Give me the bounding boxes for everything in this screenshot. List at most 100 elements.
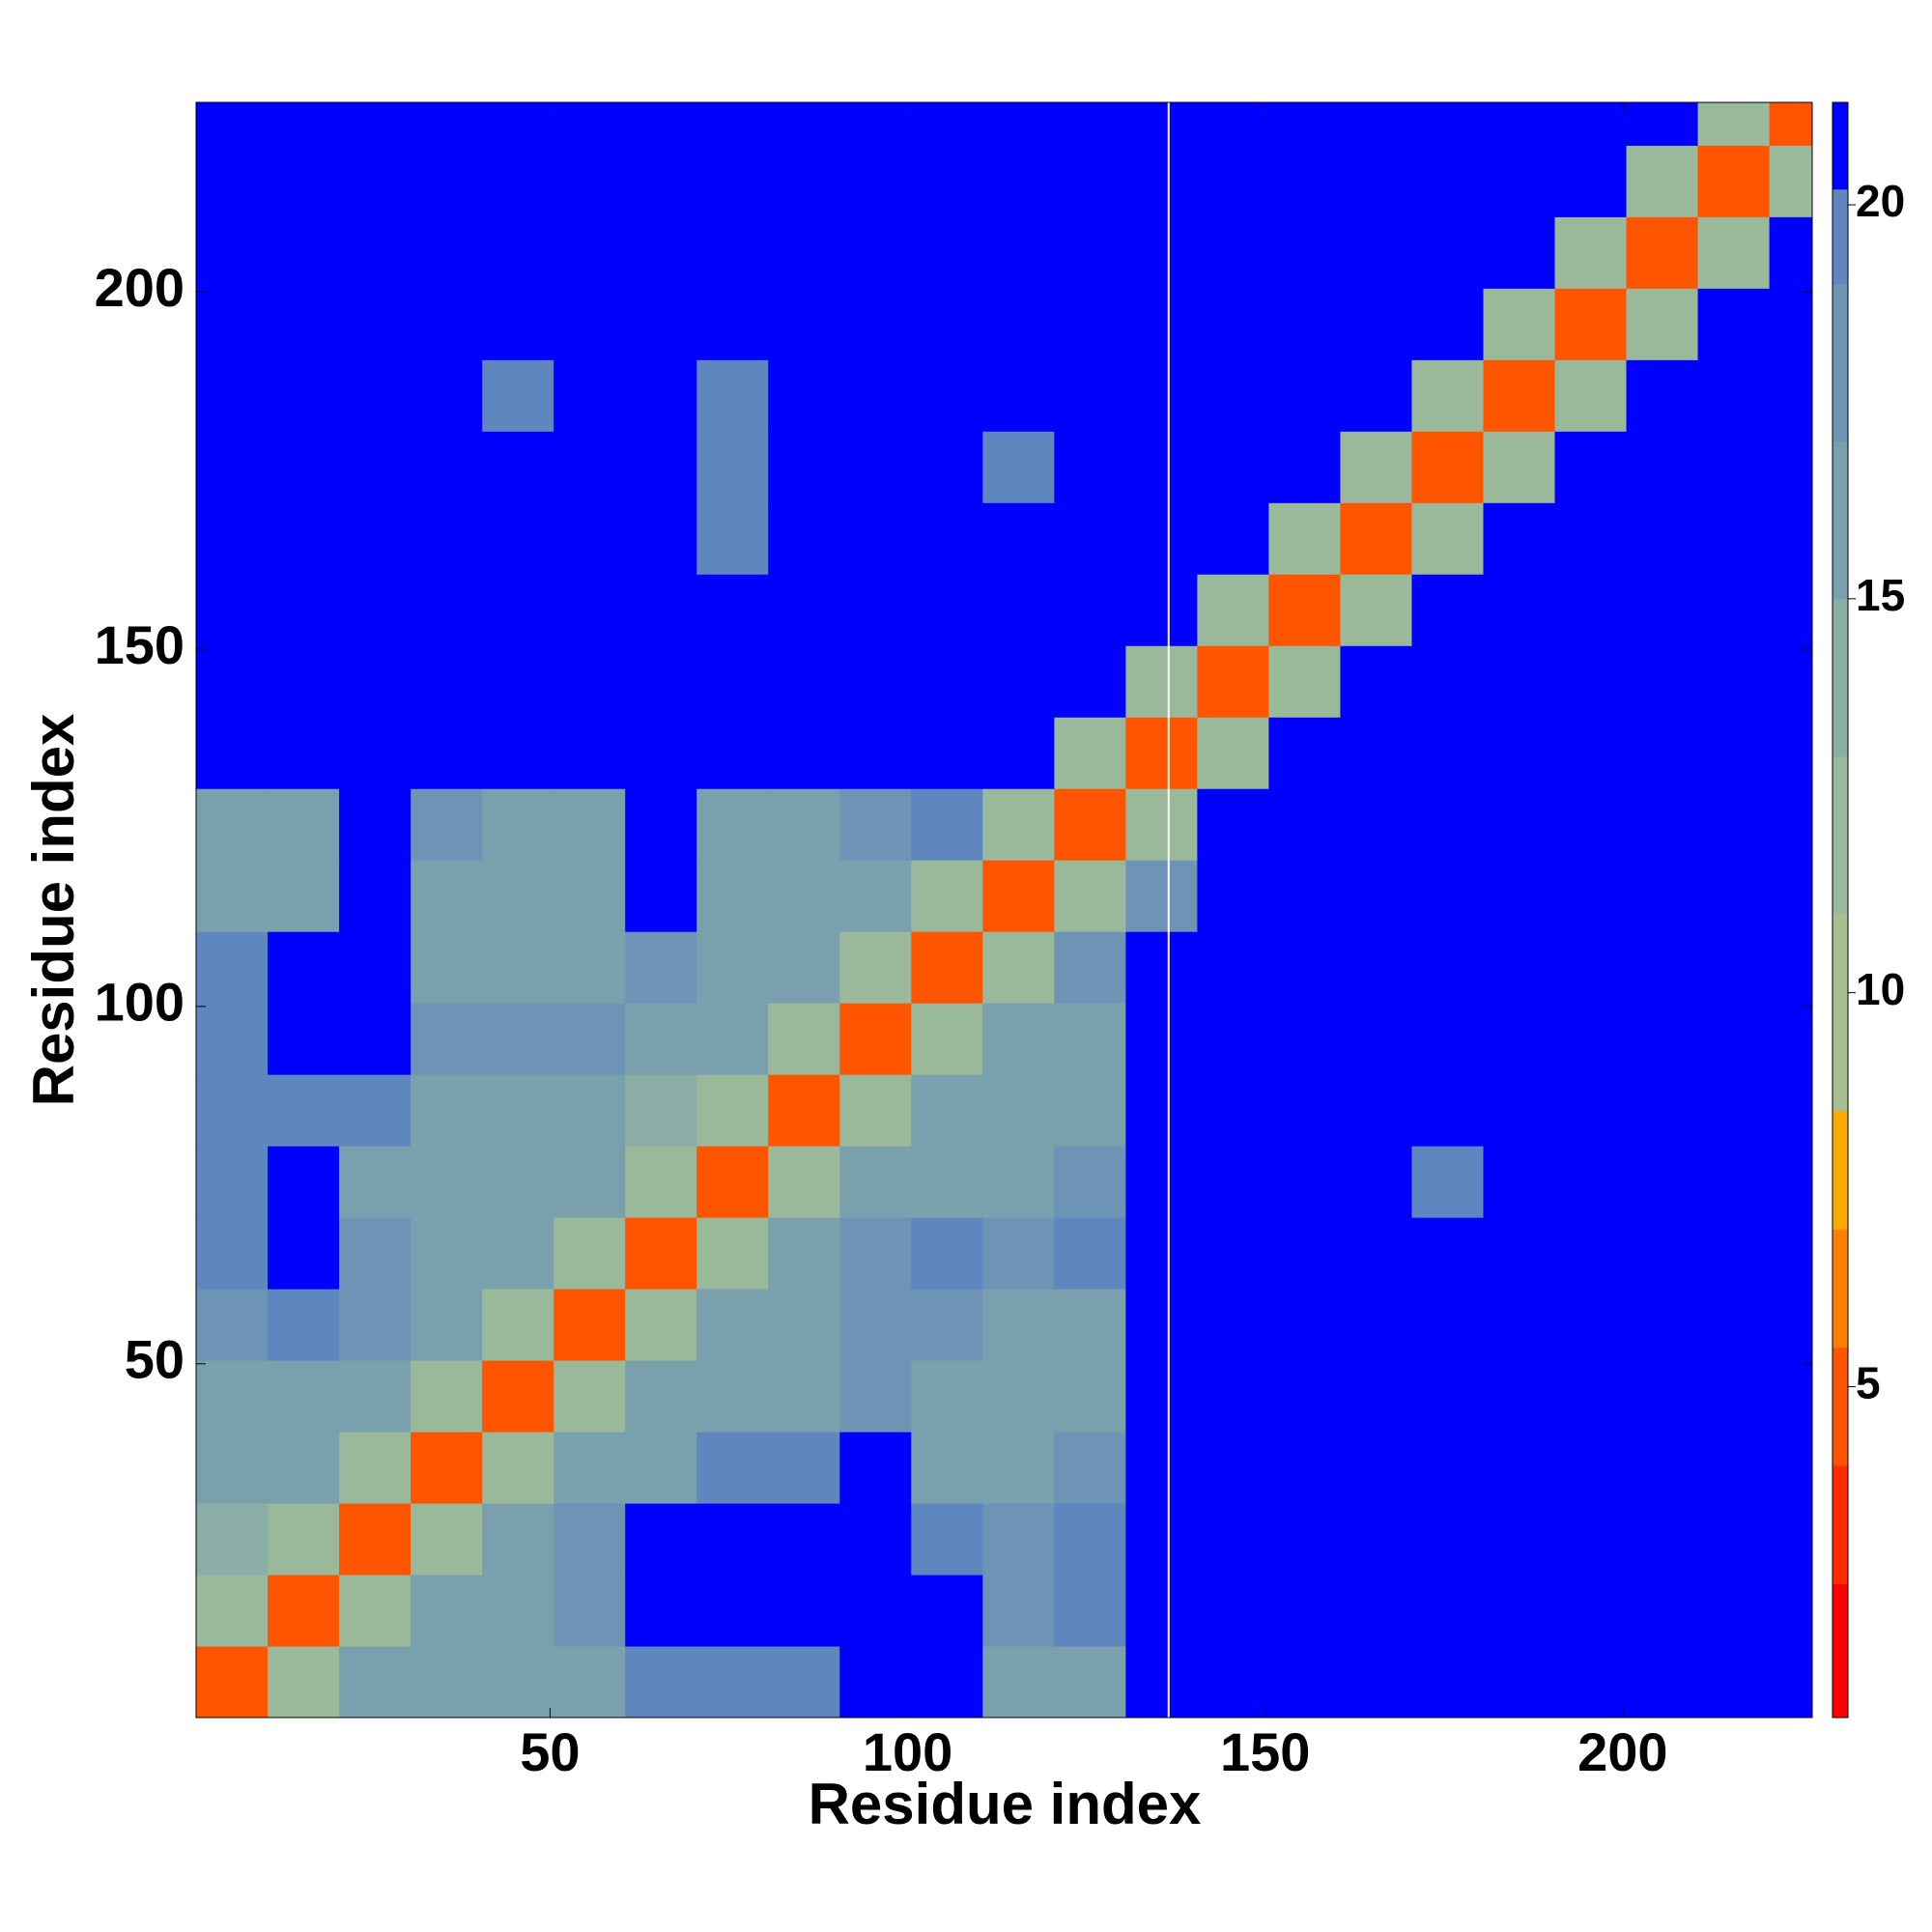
heat-cell: [482, 1646, 554, 1719]
heat-cell: [1554, 1217, 1628, 1290]
heat-cell: [1626, 102, 1699, 146]
heat-cell: [411, 502, 483, 575]
heat-cell: [1483, 288, 1556, 360]
heat-cell: [982, 1432, 1055, 1504]
heat-cell: [982, 1146, 1055, 1218]
heat-cell: [1626, 1289, 1699, 1361]
heat-cell: [1626, 645, 1699, 718]
heat-cell: [1626, 860, 1699, 932]
heat-cell: [1197, 1360, 1269, 1433]
heat-cell: [696, 645, 769, 718]
heat-cell: [1197, 574, 1269, 646]
heat-cell: [268, 145, 340, 217]
heat-cell: [1268, 216, 1341, 289]
heat-cell: [625, 645, 697, 718]
heat-cell: [554, 1575, 626, 1647]
heat-cell: [696, 1146, 769, 1218]
heat-cell: [911, 216, 983, 289]
heat-cell: [196, 645, 269, 718]
heat-cell: [1411, 1360, 1484, 1433]
heat-cell: [1697, 574, 1771, 646]
heat-cell: [411, 645, 483, 718]
heat-cell: [482, 502, 554, 575]
heat-cell: [1483, 359, 1556, 432]
heat-cell: [768, 431, 840, 503]
heat-cell: [482, 1503, 554, 1576]
heat-cell: [982, 1646, 1055, 1719]
heat-cell: [1554, 574, 1628, 646]
heat-cell: [1340, 788, 1412, 861]
heat-cell: [1554, 359, 1628, 432]
heat-cell: [1054, 1432, 1126, 1504]
heat-cell: [339, 1646, 412, 1719]
heat-cell: [1554, 1432, 1628, 1504]
heat-cell: [1125, 288, 1198, 360]
heat-cell: [839, 145, 912, 217]
heat-cell: [554, 1146, 626, 1218]
heat-cell: [696, 431, 769, 503]
heat-cell: [1125, 788, 1198, 861]
heat-cell: [339, 102, 412, 146]
heat-cell: [1769, 102, 1813, 146]
heat-cell: [411, 1146, 483, 1218]
heat-cell: [482, 645, 554, 718]
heat-cell: [839, 1503, 912, 1576]
heat-cell: [554, 574, 626, 646]
y-tick-label: 150: [95, 614, 185, 675]
heat-cell: [554, 288, 626, 360]
heat-cell: [625, 1360, 697, 1433]
heat-cell: [1626, 1074, 1699, 1147]
heat-cell: [196, 574, 269, 646]
heat-cell: [1197, 1432, 1269, 1504]
heat-cell: [839, 1003, 912, 1075]
heat-cell: [1340, 1432, 1412, 1504]
heat-cell: [1268, 288, 1341, 360]
colorbar-level: [1833, 102, 1848, 190]
heat-cell: [1411, 216, 1484, 289]
heat-cell: [268, 717, 340, 789]
heat-cell: [1340, 645, 1412, 718]
heat-cell: [839, 717, 912, 789]
heat-cell: [625, 288, 697, 360]
heat-cell: [696, 502, 769, 575]
heat-cell: [1483, 216, 1556, 289]
heat-cell: [1769, 216, 1813, 289]
heat-cell: [696, 574, 769, 646]
heat-cell: [839, 502, 912, 575]
heat-cell: [268, 1217, 340, 1290]
heat-cell: [1340, 359, 1412, 432]
heat-cell: [411, 431, 483, 503]
heat-cell: [1697, 431, 1771, 503]
heat-cell: [339, 1432, 412, 1504]
heat-cell: [1054, 931, 1126, 1004]
heat-cell: [339, 1575, 412, 1647]
heat-cell: [625, 717, 697, 789]
heat-cell: [1554, 860, 1628, 932]
heat-cell: [411, 102, 483, 146]
heat-cell: [1483, 1360, 1556, 1433]
heat-cell: [911, 1503, 983, 1576]
heat-cell: [554, 502, 626, 575]
heat-cell: [268, 645, 340, 718]
heat-cell: [1697, 1575, 1771, 1647]
heat-cell: [482, 860, 554, 932]
heat-cell: [1483, 1146, 1556, 1218]
heat-cell: [1054, 574, 1126, 646]
heat-cell: [982, 717, 1055, 789]
heat-cell: [482, 1146, 554, 1218]
colorbar-frame: [1832, 101, 1849, 1719]
heat-cell: [1197, 1146, 1269, 1218]
heat-cell: [1411, 1289, 1484, 1361]
heat-cell: [1769, 359, 1813, 432]
heat-cell: [1125, 1646, 1198, 1719]
heat-cell: [411, 216, 483, 289]
heat-cell: [1054, 1575, 1126, 1647]
heat-cell: [554, 216, 626, 289]
heat-cell: [1554, 1146, 1628, 1218]
heat-cell: [1626, 1575, 1699, 1647]
heat-cell: [196, 931, 269, 1004]
heat-cell: [1769, 574, 1813, 646]
heat-cell: [1769, 717, 1813, 789]
heat-cell: [268, 359, 340, 432]
heat-cell: [1554, 1003, 1628, 1075]
